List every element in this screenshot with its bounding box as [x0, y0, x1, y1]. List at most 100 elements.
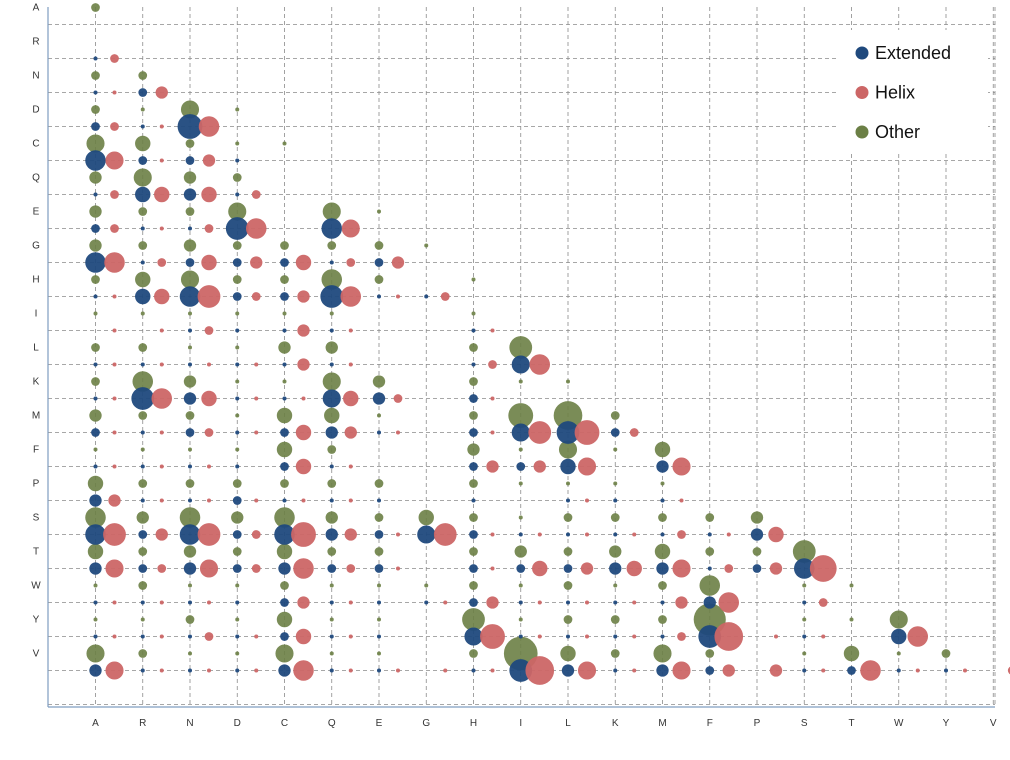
bubble-extended: [185, 156, 195, 165]
bubble-helix: [159, 226, 164, 231]
bubble-extended: [321, 218, 343, 239]
bubble-other: [188, 311, 192, 316]
bubble-helix: [626, 560, 642, 577]
x-tick-label: W: [894, 718, 904, 729]
bubble-helix: [207, 600, 211, 605]
bubble-other: [185, 479, 195, 488]
bubble-extended: [327, 564, 337, 573]
bubble-extended: [89, 562, 102, 575]
x-tick-label: G: [422, 718, 430, 729]
bubble-other: [280, 479, 289, 488]
bubble-helix: [672, 661, 691, 680]
bubble-other: [276, 441, 293, 458]
bubble-other: [91, 105, 100, 114]
bubble-extended: [274, 524, 295, 545]
bubble-helix: [155, 86, 168, 99]
bubble-helix: [486, 460, 499, 473]
bubble-extended: [93, 634, 98, 639]
bubble-other: [91, 377, 100, 386]
bubble-helix: [251, 564, 261, 573]
bubble-extended: [185, 428, 195, 437]
bubble-other: [85, 507, 106, 528]
bubble-extended: [188, 464, 192, 469]
bubble-helix: [293, 558, 314, 579]
bubble-extended: [556, 421, 580, 444]
bubble-extended: [613, 498, 618, 503]
bubble-helix: [348, 328, 353, 333]
bubble-extended: [656, 562, 669, 575]
bubble-extended: [179, 286, 201, 307]
bubble-helix: [112, 328, 117, 333]
bubble-extended: [89, 494, 102, 507]
bubble-other: [508, 403, 534, 428]
bubble-extended: [91, 224, 100, 233]
bubble-helix: [677, 632, 686, 641]
bubble-extended: [235, 158, 240, 163]
bubble-extended: [138, 156, 148, 165]
bubble-helix: [105, 559, 124, 578]
bubble-other: [563, 547, 573, 556]
y-tick-label: L: [33, 343, 39, 354]
bubble-extended: [660, 498, 665, 503]
bubble-other: [377, 583, 381, 588]
bubble-other: [377, 617, 381, 622]
bubble-helix: [254, 362, 259, 367]
bubble-helix: [443, 668, 448, 673]
bubble-helix: [396, 532, 400, 537]
legend-label-helix: Helix: [875, 83, 915, 103]
x-tick-label: I: [519, 718, 522, 729]
bubble-helix: [391, 256, 405, 269]
bubble-other: [563, 513, 573, 522]
bubble-helix: [348, 498, 353, 503]
bubble-helix: [724, 564, 734, 573]
bubble-extended: [188, 226, 192, 231]
bubble-extended: [140, 430, 145, 435]
bubble-other: [322, 202, 341, 221]
bubble-other: [705, 547, 715, 556]
bubble-helix: [580, 562, 594, 575]
bubble-extended: [698, 625, 722, 648]
bubble-other: [653, 644, 672, 663]
bubble-other: [278, 341, 291, 354]
bubble-helix: [159, 328, 164, 333]
bubble-helix: [110, 224, 119, 233]
bubble-other: [188, 447, 192, 452]
y-tick-label: C: [32, 139, 39, 150]
bubble-other: [188, 345, 192, 350]
bubble-other: [469, 513, 478, 522]
bubble-other: [896, 651, 901, 656]
bubble-extended: [232, 564, 242, 573]
bubble-other: [329, 311, 334, 316]
bubble-extended: [896, 668, 901, 673]
bubble-other: [374, 547, 384, 556]
bubble-extended: [131, 387, 155, 410]
bubble-extended: [235, 668, 240, 673]
bubble-other: [329, 651, 334, 656]
bubble-extended: [280, 292, 289, 301]
bubble-extended: [325, 528, 338, 541]
bubble-other: [282, 379, 287, 384]
bubble-other: [610, 615, 620, 624]
bubble-extended: [656, 664, 669, 677]
bubble-other: [372, 375, 386, 388]
bubble-helix: [632, 532, 637, 537]
bubble-other: [232, 547, 242, 556]
x-tick-label: P: [754, 718, 761, 729]
bubble-other: [469, 547, 478, 556]
bubble-extended: [613, 532, 618, 537]
bubble-helix: [396, 430, 400, 435]
bubble-helix: [632, 634, 637, 639]
bubble-other: [140, 617, 145, 622]
bubble-helix: [714, 622, 744, 651]
bubble-extended: [232, 258, 242, 267]
bubble-extended: [752, 564, 762, 573]
bubble-other: [327, 445, 337, 454]
bubble-other: [518, 583, 523, 588]
bubble-helix: [343, 390, 359, 407]
bubble-extended: [563, 564, 573, 573]
bubble-other: [843, 645, 860, 662]
bubble-other: [232, 479, 242, 488]
bubble-helix: [159, 158, 164, 163]
bubble-other: [185, 615, 195, 624]
bubble-other: [613, 447, 618, 452]
